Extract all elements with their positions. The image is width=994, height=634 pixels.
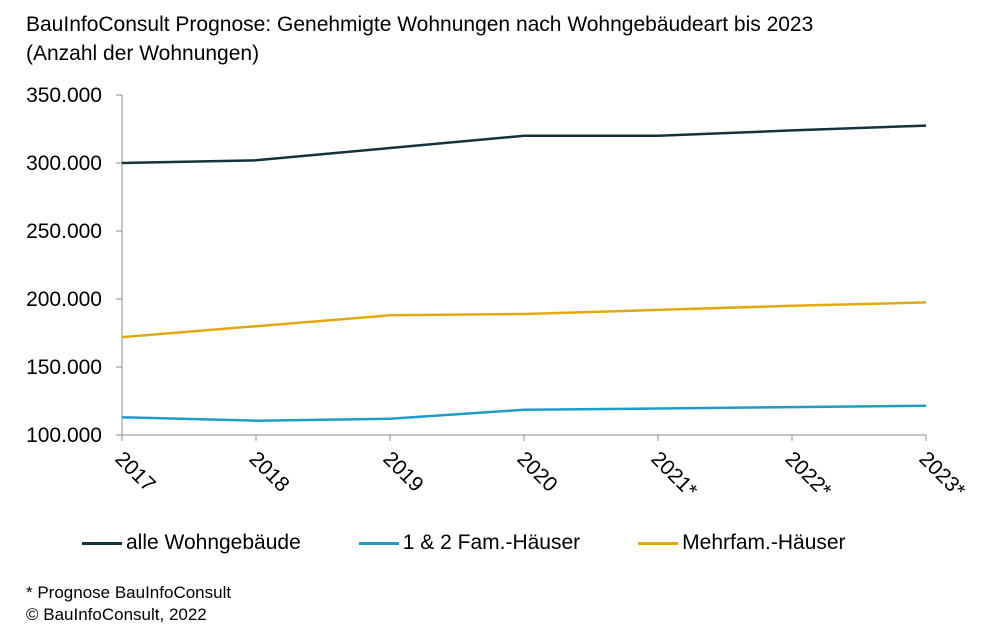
series-lines <box>121 124 927 422</box>
legend-label: 1 & 2 Fam.-Häuser <box>402 531 581 554</box>
series-line-mehrfam-häuser <box>121 301 927 339</box>
chart-subtitle: (Anzahl der Wohnungen) <box>26 42 260 65</box>
chart-title: BauInfoConsult Prognose: Genehmigte Wohn… <box>26 10 813 68</box>
y-tick-label: 300.000 <box>26 152 102 175</box>
series-line-1-2-fam-häuser <box>121 404 927 422</box>
chart-legend: alle Wohngebäude 1 & 2 Fam.-Häuser Mehrfam… <box>82 531 982 555</box>
x-tick-label: 2022* <box>780 447 835 502</box>
footnotes: * Prognose BauInfoConsult © BauInfoConsu… <box>26 582 231 626</box>
copyright-notice: © BauInfoConsult, 2022 <box>26 605 207 624</box>
legend-item: 1 & 2 Fam.-Häuser <box>358 531 581 555</box>
legend-item: alle Wohngebäude <box>82 531 301 555</box>
legend-label: alle Wohngebäude <box>126 531 301 554</box>
forecast-footnote: * Prognose BauInfoConsult <box>26 583 232 602</box>
y-tick-label: 250.000 <box>26 220 102 243</box>
line-chart: 100.000 150.000 200.000 250.000 300.000 350.0… <box>26 84 970 502</box>
legend-item: Mehrfam.-Häuser <box>638 531 846 555</box>
x-tick-label: 2020 <box>512 447 561 496</box>
x-tick-label: 2019 <box>378 447 427 496</box>
y-tick-label: 100.000 <box>26 424 102 447</box>
x-tick-label: 2023* <box>914 447 969 502</box>
chart-title-line-1: BauInfoConsult Prognose: Genehmigte Wohn… <box>26 13 814 36</box>
y-tick-label: 200.000 <box>26 288 102 311</box>
series-line-alle-wohngebäude <box>121 124 927 165</box>
x-tick-label: 2018 <box>244 447 293 496</box>
y-tick-label: 150.000 <box>26 356 102 379</box>
x-axis: 2017 2018 2019 2020 2021* 2022* 2023* <box>110 434 970 502</box>
y-tick-label: 350.000 <box>26 84 102 107</box>
legend-swatch <box>638 541 679 545</box>
y-axis: 100.000 150.000 200.000 250.000 300.000 350.0… <box>26 84 123 447</box>
legend-swatch <box>82 541 122 545</box>
x-tick-label: 2017 <box>110 447 159 496</box>
legend-label: Mehrfam.-Häuser <box>682 531 846 554</box>
legend-swatch <box>358 541 399 545</box>
x-tick-label: 2021* <box>646 447 701 502</box>
